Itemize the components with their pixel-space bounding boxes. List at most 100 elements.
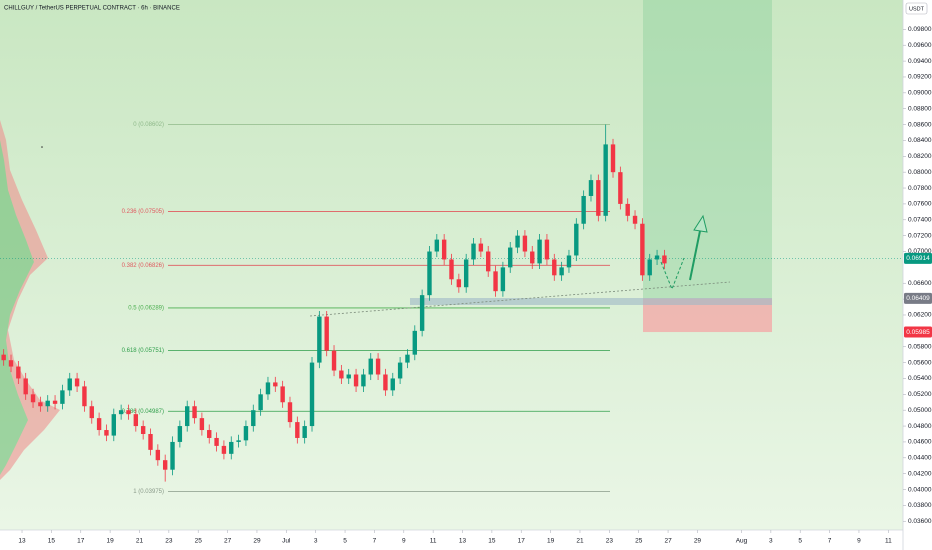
candle-body: [243, 426, 249, 441]
x-tick-label: 13: [18, 538, 26, 545]
candle-body: [273, 382, 278, 387]
candle-body: [662, 255, 667, 264]
y-tick-label: 0.04800: [908, 423, 932, 430]
candle-body: [618, 172, 623, 204]
y-tick-label: 0.03800: [908, 502, 932, 509]
volume-profile: [0, 120, 60, 480]
candle-body: [309, 362, 315, 427]
arrow-head: [693, 214, 708, 233]
candle-body: [331, 350, 337, 371]
candle-body: [632, 215, 638, 224]
candle-body: [486, 251, 491, 272]
candle-body: [302, 426, 307, 438]
y-tick-label: 0.08400: [908, 137, 932, 144]
candle-body: [118, 410, 124, 415]
candle-body: [471, 243, 476, 260]
price-tag-label: 0.06409: [906, 295, 930, 302]
y-tick-label: 0.05800: [908, 343, 932, 350]
candle-body: [537, 239, 542, 264]
unit-label: USDT: [909, 6, 925, 12]
fib-label: 1 (0.03975): [133, 489, 164, 495]
candle-body: [67, 378, 72, 391]
candle-body: [199, 418, 205, 431]
candle-body: [405, 354, 410, 363]
chart-title: CHILLGUY / TetherUS PERPETUAL CONTRACT ·…: [4, 6, 180, 12]
x-tick-label: 7: [373, 538, 377, 545]
candle-body: [82, 386, 87, 407]
fib-label: 0 (0.08602): [133, 122, 164, 128]
x-tick-label: 11: [430, 538, 437, 545]
candle-body: [361, 374, 366, 387]
y-tick-label: 0.06600: [908, 280, 932, 287]
candle-body: [258, 394, 263, 411]
candle-body: [265, 382, 271, 395]
fib-label: 0.786 (0.04987): [122, 409, 164, 415]
y-tick-label: 0.09000: [908, 90, 932, 97]
price-tag: [904, 326, 932, 338]
candle-body: [383, 374, 388, 391]
drawings-under: 0 (0.08602) 0.236 (0.07505) 0.382 (0.06826…: [0, 0, 903, 495]
x-tick-label: 21: [576, 538, 584, 545]
marker: [41, 146, 43, 148]
candle-body: [96, 418, 102, 431]
candle-body: [133, 414, 139, 427]
candle-body: [397, 362, 403, 379]
y-tick-label: 0.07600: [908, 201, 932, 208]
candle-body: [456, 279, 462, 288]
y-tick-label: 0.09600: [908, 42, 932, 49]
x-tick-label: 5: [798, 538, 802, 545]
y-tick-label: 0.05600: [908, 359, 932, 366]
candle-body: [427, 251, 432, 296]
candle-body: [23, 378, 28, 395]
candle-body: [552, 259, 557, 276]
candle-body: [74, 378, 80, 387]
y-tick-label: 0.04000: [908, 486, 932, 493]
x-tick-label: 9: [857, 538, 861, 545]
candle-body: [317, 316, 322, 363]
candle-body: [544, 239, 550, 260]
candle-body: [603, 144, 608, 216]
candle-body: [654, 255, 660, 260]
x-tick-label: 25: [195, 538, 203, 545]
candle-body: [647, 259, 652, 276]
candle-body: [434, 239, 440, 252]
x-tick-label: Aug: [736, 538, 748, 545]
candle-body: [574, 223, 579, 256]
y-tick-label: 0.08600: [908, 121, 932, 128]
y-tick-label: 0.08000: [908, 169, 932, 176]
x-tick-label: 9: [402, 538, 406, 545]
y-tick-label: 0.09200: [908, 74, 932, 81]
candle-body: [60, 390, 65, 404]
candle-body: [588, 180, 594, 196]
x-tick-label: 17: [518, 538, 526, 545]
y-tick-label: 0.04200: [908, 470, 932, 477]
candle-body: [412, 330, 417, 355]
candle-body: [493, 271, 498, 292]
candle-body: [251, 410, 256, 427]
candle-body: [500, 267, 506, 292]
x-tick-label: 23: [165, 538, 173, 545]
candle-body: [478, 243, 484, 252]
y-tick-label: 0.07200: [908, 232, 932, 239]
x-tick-label: 3: [769, 538, 773, 545]
y-tick-label: 0.07400: [908, 216, 932, 223]
x-tick-label: 15: [488, 538, 496, 545]
unit-box[interactable]: [905, 2, 928, 15]
candle-body: [640, 223, 645, 276]
candle-body: [625, 203, 630, 216]
candle-body: [375, 358, 381, 375]
candle-body: [155, 449, 161, 461]
y-tick-label: 0.07000: [908, 248, 932, 255]
time-axis: [0, 530, 903, 550]
y-tick-label: 0.05400: [908, 375, 932, 382]
candle-body: [140, 426, 146, 434]
target-zone: [643, 0, 772, 299]
fib-label: 0.5 (0.06289): [128, 306, 164, 312]
y-tick-label: 0.05000: [908, 407, 932, 414]
candle-body: [16, 366, 21, 379]
price-tag-label: 0.06914: [906, 255, 930, 262]
x-tick-label: 13: [459, 538, 467, 545]
candle-body: [522, 235, 528, 252]
x-tick-label: 27: [224, 538, 232, 545]
